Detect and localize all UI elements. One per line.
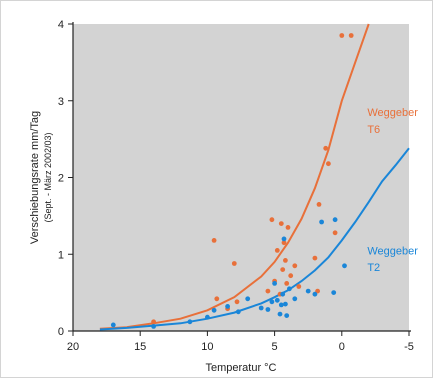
data-point-series-1 [319, 219, 324, 225]
data-point-series-0 [288, 273, 294, 279]
data-point-series-1 [258, 305, 264, 311]
data-point-series-1 [245, 296, 251, 302]
data-point-series-1 [225, 304, 231, 309]
data-point-series-1 [305, 288, 311, 294]
data-point-series-0 [285, 225, 291, 230]
data-point-series-1 [269, 299, 275, 305]
data-point-series-0 [332, 230, 338, 236]
data-point-series-1 [342, 263, 347, 269]
data-point-series-0 [269, 217, 275, 223]
data-point-series-1 [187, 319, 193, 325]
data-point-series-1 [277, 311, 283, 317]
data-point-series-1 [331, 290, 337, 295]
data-point-series-0 [339, 33, 345, 38]
series-annotation: Weggeber [367, 107, 418, 119]
series-annotation: T6 [367, 124, 380, 136]
data-point-series-0 [265, 288, 271, 294]
data-point-series-0 [234, 299, 240, 305]
data-point-series-0 [278, 221, 284, 227]
data-point-series-1 [272, 281, 277, 286]
data-point-series-1 [284, 313, 290, 318]
x-tick-label: -5 [404, 341, 414, 353]
data-point-series-0 [312, 255, 318, 261]
axes [68, 22, 411, 336]
data-point-series-0 [283, 258, 288, 263]
data-point-series-0 [348, 33, 354, 38]
data-point-series-0 [151, 319, 157, 325]
data-point-series-1 [151, 324, 157, 329]
data-point-series-0 [326, 161, 331, 167]
data-point-series-0 [315, 288, 320, 294]
data-point-series-1 [211, 307, 217, 313]
y-tick-label: 3 [58, 96, 64, 108]
x-tick-label: 15 [134, 341, 146, 353]
data-point-series-0 [281, 240, 287, 246]
data-point-series-1 [235, 309, 241, 315]
data-point-series-1 [332, 217, 338, 223]
data-point-series-0 [211, 238, 217, 243]
data-point-series-1 [287, 286, 292, 292]
data-point-series-0 [231, 261, 237, 266]
data-point-series-1 [265, 307, 271, 312]
data-point-series-0 [280, 267, 286, 272]
y-tick-label: 2 [58, 173, 64, 185]
data-point-series-1 [274, 297, 280, 303]
x-tick-label: 10 [201, 341, 213, 353]
x-axis-label: Temperatur °C [205, 362, 276, 374]
series-annotation: T2 [367, 262, 380, 274]
data-point-series-0 [316, 202, 322, 207]
data-point-series-1 [292, 296, 298, 302]
data-point-series-0 [296, 284, 302, 289]
data-point-series-0 [323, 145, 329, 151]
x-tick-label: 5 [272, 341, 278, 353]
data-point-series-1 [205, 314, 210, 320]
data-point-series-1 [280, 291, 286, 297]
data-point-series-0 [292, 263, 298, 269]
tick-labels: 20 15 10 5 0 -5 0 1 2 3 4 [58, 19, 414, 353]
y-tick-label: 0 [58, 326, 64, 338]
x-tick-label: 20 [67, 341, 79, 353]
y-axis-label: Verschiebungsrate mm/Tag [29, 111, 41, 244]
data-point-series-1 [283, 301, 288, 307]
y-tick-label: 1 [58, 249, 64, 261]
series-annotations: Weggeber T6 Weggeber T2 [367, 107, 418, 274]
y-tick-label: 4 [58, 19, 64, 31]
data-point-series-1 [278, 302, 284, 308]
fit-curve-series-1 [99, 147, 410, 331]
data-point-series-1 [110, 322, 116, 328]
fit-curves [99, 23, 410, 331]
y-axis-sublabel: (Sept. - März 2002/03) [43, 132, 53, 222]
data-point-series-1 [312, 291, 318, 297]
series-annotation: Weggeber [367, 245, 418, 257]
x-tick-label: 0 [339, 341, 345, 353]
data-point-series-0 [274, 248, 280, 253]
data-point-series-1 [281, 236, 287, 242]
data-points [110, 33, 354, 329]
data-point-series-0 [214, 296, 220, 302]
fit-curve-series-0 [99, 23, 370, 330]
data-point-series-0 [284, 281, 290, 286]
plot-area [73, 24, 409, 331]
